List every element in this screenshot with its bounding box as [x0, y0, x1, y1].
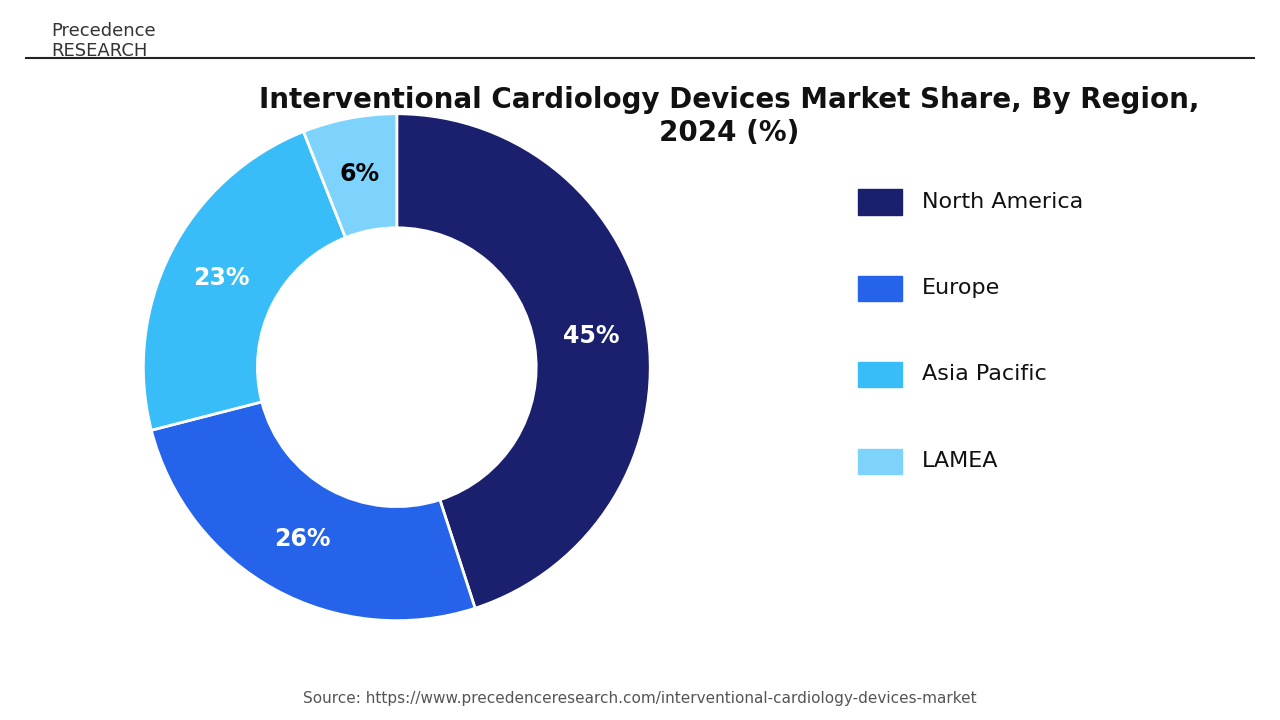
Text: Europe: Europe: [922, 278, 1000, 298]
Text: 45%: 45%: [562, 325, 620, 348]
Wedge shape: [397, 114, 650, 608]
Text: Precedence
RESEARCH: Precedence RESEARCH: [51, 22, 156, 60]
Text: 23%: 23%: [193, 266, 250, 290]
Text: North America: North America: [922, 192, 1083, 212]
Text: LAMEA: LAMEA: [922, 451, 998, 471]
Text: 6%: 6%: [340, 162, 380, 186]
Text: Interventional Cardiology Devices Market Share, By Region,
2024 (%): Interventional Cardiology Devices Market…: [260, 86, 1199, 147]
Text: 26%: 26%: [274, 527, 330, 552]
Text: Source: https://www.precedenceresearch.com/interventional-cardiology-devices-mar: Source: https://www.precedenceresearch.c…: [303, 690, 977, 706]
Text: Asia Pacific: Asia Pacific: [922, 364, 1046, 384]
Wedge shape: [143, 132, 346, 431]
Wedge shape: [303, 114, 397, 238]
Wedge shape: [151, 402, 475, 621]
